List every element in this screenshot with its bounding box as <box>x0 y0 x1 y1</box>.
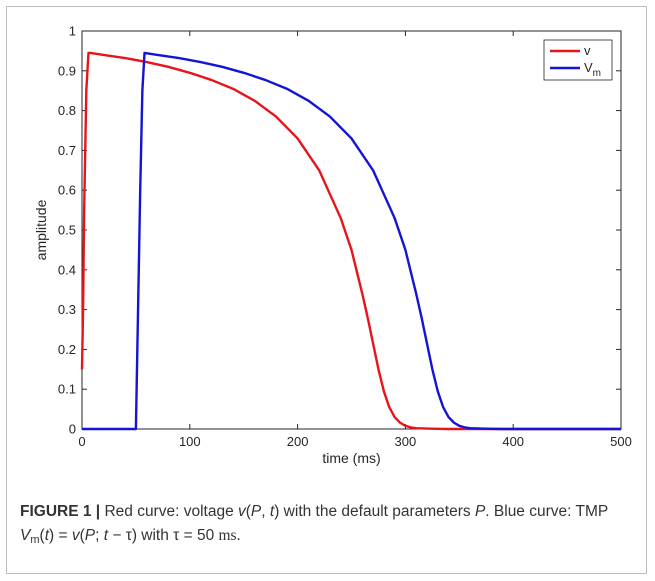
series-line-2 <box>82 51 621 431</box>
y-tick-label: 0.8 <box>58 103 76 118</box>
legend-box <box>543 39 613 81</box>
x-tick-label: 100 <box>179 434 201 449</box>
caption-P3: P <box>84 527 96 544</box>
caption-text-5: ) = <box>49 527 72 544</box>
caption-P: P <box>250 503 262 520</box>
y-tick-label: 0.4 <box>58 262 76 277</box>
caption-label: FIGURE 1 | <box>20 503 101 520</box>
line-chart: 0 100 200 300 400 500 0 0.1 0.2 0.3 0.4 0.5 0.6 0.7 0.… <box>33 24 632 467</box>
series-line-1 <box>80 51 621 431</box>
figure-frame <box>6 6 647 574</box>
x-tick-label: 200 <box>287 434 309 449</box>
caption-t: t <box>269 503 275 520</box>
caption-text-4: ( <box>39 527 45 544</box>
caption-paren-close: ) <box>274 503 280 520</box>
legend-label-subscript: m <box>593 68 601 79</box>
y-tick-label: 0 <box>69 422 76 437</box>
y-tick-label: 0.2 <box>58 342 76 357</box>
y-tick-label: 1 <box>69 24 76 39</box>
caption-text-1: Red curve: voltage <box>100 503 238 520</box>
caption-text-3: . Blue curve: TMP <box>485 503 608 520</box>
x-tick-label: 500 <box>610 434 632 449</box>
plot-area <box>81 30 622 430</box>
caption-t-b: t <box>44 527 49 544</box>
caption-V: V <box>20 527 31 544</box>
y-axis-title: amplitude <box>33 199 49 260</box>
caption-ms: ms. <box>218 527 241 544</box>
caption-P2: P <box>474 503 486 520</box>
y-tick-label: 0.7 <box>58 143 76 158</box>
x-tick-label: 0 <box>78 434 85 449</box>
y-tick-label: 0.6 <box>58 183 76 198</box>
caption-v: v <box>238 503 246 520</box>
y-tick-label: 0.3 <box>58 302 76 317</box>
x-axis-title: time (ms) <box>322 450 380 466</box>
caption-v2: v <box>71 527 80 544</box>
caption-paren-open: ( <box>245 503 251 520</box>
caption-text-2: with the default parameters <box>279 503 475 520</box>
figure-caption: FIGURE 1 | Red curve: voltage v(P, t) wi… <box>20 500 635 552</box>
y-tick-label: 0.1 <box>58 382 76 397</box>
legend-label-1: v <box>584 43 591 58</box>
x-tick-label: 300 <box>395 434 417 449</box>
caption-m: m <box>30 534 40 546</box>
caption-t-c: t <box>103 527 109 544</box>
caption-text-6: ( <box>79 527 85 544</box>
caption-text-7: ; <box>95 527 104 544</box>
x-tick-label: 400 <box>502 434 524 449</box>
legend: vVm <box>543 39 613 81</box>
caption-text-8: − τ) with τ = 50 <box>108 527 219 544</box>
y-tick-label: 0.9 <box>58 63 76 78</box>
caption-comma: , <box>261 503 270 520</box>
y-tick-label: 0.5 <box>58 223 76 238</box>
